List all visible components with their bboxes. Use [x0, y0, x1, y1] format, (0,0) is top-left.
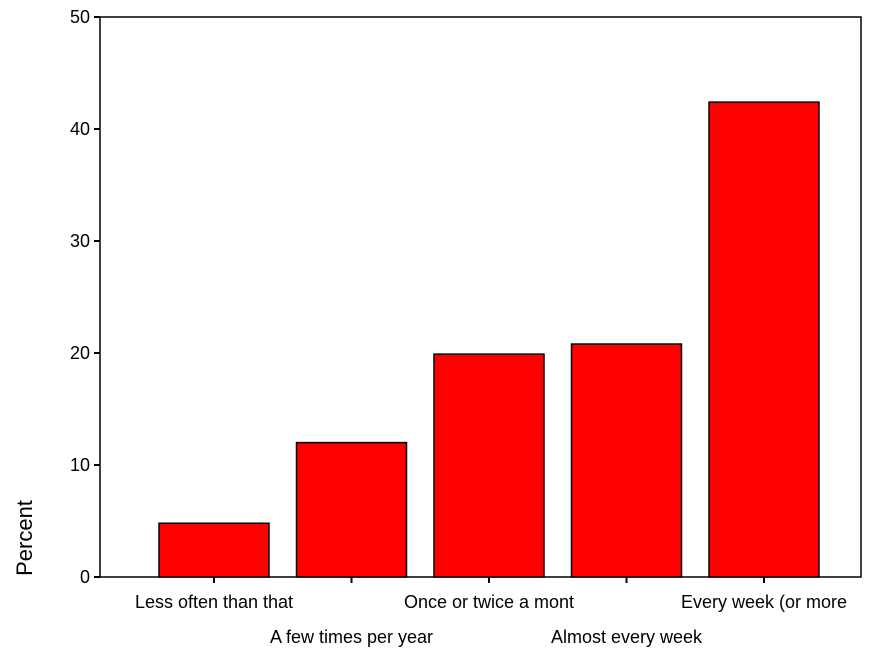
bar: [708, 101, 820, 578]
y-tick-label: 50: [70, 7, 90, 27]
bar: [158, 522, 270, 578]
y-axis-title: Percent: [12, 500, 37, 576]
y-tick-label: 0: [80, 567, 90, 587]
x-tick-label: Once or twice a mont: [404, 592, 574, 612]
bar: [295, 441, 408, 578]
x-tick-label: Almost every week: [551, 627, 703, 647]
x-tick-label: Every week (or more: [681, 592, 847, 612]
y-tick-label: 10: [70, 455, 90, 475]
y-tick-label: 20: [70, 343, 90, 363]
x-tick-label: A few times per year: [270, 627, 433, 647]
y-tick-label: 40: [70, 119, 90, 139]
x-axis: Less often than that A few times per year…: [135, 577, 847, 647]
bar: [433, 353, 545, 578]
bars: [158, 101, 820, 578]
bar: [570, 343, 683, 578]
y-axis: 0 10 20 30 40 50: [70, 7, 100, 587]
x-tick-label: Less often than that: [135, 592, 293, 612]
y-tick-label: 30: [70, 231, 90, 251]
